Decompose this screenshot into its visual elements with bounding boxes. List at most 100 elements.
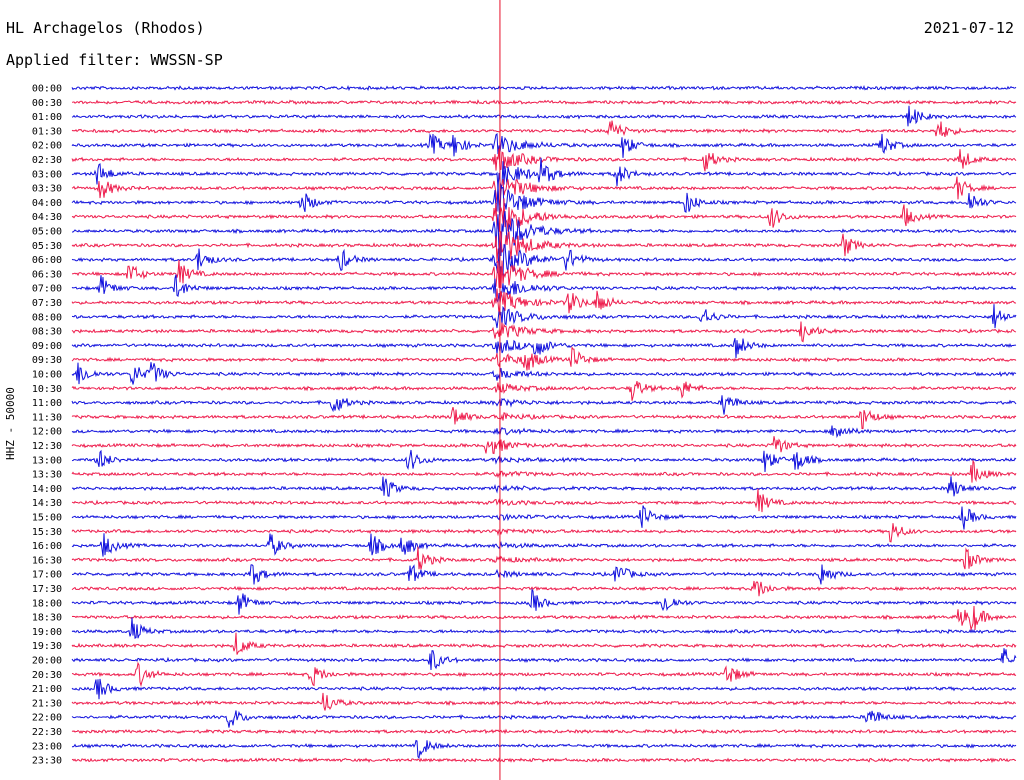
trace-1430 [71, 488, 1017, 513]
time-tick-label: 06:30 [32, 269, 62, 280]
time-tick-label: 23:00 [32, 741, 62, 752]
trace-1930 [71, 632, 1017, 655]
time-tick-label: 13:30 [32, 470, 62, 481]
trace-0900 [71, 337, 1017, 359]
time-tick-label: 09:30 [32, 355, 62, 366]
trace-0400 [71, 183, 1017, 219]
trace-group [71, 84, 1017, 764]
trace-0300 [71, 157, 1017, 189]
time-tick-label: 15:30 [32, 527, 62, 538]
trace-2030 [71, 661, 1017, 688]
trace-0600 [71, 244, 1017, 280]
time-tick-label: 00:30 [32, 98, 62, 109]
time-tick-label: 10:30 [32, 384, 62, 395]
record-date: 2021-07-12 [923, 19, 1014, 37]
trace-2000 [71, 648, 1017, 671]
trace-1900 [71, 617, 1017, 639]
trace-2230 [71, 728, 1017, 735]
trace-1030 [71, 380, 1017, 401]
filter-label: Applied filter: WWSSN-SP [6, 51, 223, 69]
time-tick-label: 21:30 [32, 698, 62, 709]
trace-0530 [71, 230, 1017, 263]
trace-1400 [71, 476, 1017, 497]
time-tick-label: 02:30 [32, 155, 62, 166]
trace-0200 [71, 132, 1017, 158]
time-tick-label: 02:00 [32, 141, 62, 152]
trace-0800 [71, 304, 1017, 329]
time-tick-label: 00:00 [32, 84, 62, 95]
time-tick-label: 17:00 [32, 570, 62, 581]
trace-0730 [71, 288, 1017, 315]
time-tick-label: 06:00 [32, 255, 62, 266]
trace-1200 [71, 425, 1017, 439]
trace-1830 [71, 605, 1017, 632]
trace-1100 [71, 395, 1017, 415]
trace-2100 [71, 678, 1017, 700]
trace-1600 [71, 533, 1017, 557]
time-tick-label: 22:30 [32, 727, 62, 738]
trace-1700 [71, 564, 1017, 585]
trace-2200 [71, 710, 1017, 728]
trace-2130 [71, 692, 1017, 711]
time-tick-label: 16:30 [32, 555, 62, 566]
time-tick-label: 10:00 [32, 370, 62, 381]
time-tick-label: 01:30 [32, 126, 62, 137]
time-tick-label: 14:30 [32, 498, 62, 509]
time-tick-label: 11:30 [32, 412, 62, 423]
time-tick-label: 13:00 [32, 455, 62, 466]
time-tick-label: 04:00 [32, 198, 62, 209]
trace-0830 [71, 321, 1017, 343]
trace-0500 [72, 210, 1017, 257]
trace-1000 [71, 362, 1017, 385]
time-tick-label: 15:00 [32, 513, 62, 524]
time-tick-label: 18:00 [32, 598, 62, 609]
trace-1730 [71, 580, 1017, 597]
trace-0230 [71, 148, 1017, 172]
trace-1300 [71, 449, 1017, 473]
trace-1630 [71, 546, 1017, 570]
time-tick-label: 08:30 [32, 327, 62, 338]
trace-2300 [71, 739, 1017, 760]
time-tick-label: 20:00 [32, 656, 62, 667]
y-axis-label: HHZ - 50000 [4, 387, 17, 460]
time-tick-label: 05:00 [32, 227, 62, 238]
time-tick-label: 07:30 [32, 298, 62, 309]
trace-0000 [71, 84, 1017, 92]
trace-0030 [71, 99, 1017, 106]
time-tick-label: 14:00 [32, 484, 62, 495]
time-tick-label: 11:00 [32, 398, 62, 409]
time-tick-label: 23:30 [32, 756, 62, 767]
trace-1500 [71, 505, 1017, 530]
trace-1330 [71, 459, 1017, 483]
trace-0630 [71, 259, 1017, 289]
time-tick-label: 21:00 [32, 684, 62, 695]
time-tick-label: 19:30 [32, 641, 62, 652]
trace-0130 [71, 120, 1017, 138]
time-tick-label: 22:00 [32, 713, 62, 724]
time-tick-label: 19:00 [32, 627, 62, 638]
time-tick-labels: 00:00 00:30 01:00 01:30 02:00 02:30 03:00 03:30… [32, 84, 62, 767]
time-tick-label: 05:30 [32, 241, 62, 252]
trace-0430 [71, 198, 1017, 232]
time-tick-label: 12:30 [32, 441, 62, 452]
trace-2330 [71, 757, 1016, 764]
trace-0330 [71, 176, 1017, 206]
trace-0700 [71, 274, 1017, 303]
time-tick-label: 03:00 [32, 169, 62, 180]
time-tick-label: 04:30 [32, 212, 62, 223]
station-title: HL Archagelos (Rhodos) [6, 19, 205, 37]
time-tick-label: 12:00 [32, 427, 62, 438]
time-tick-label: 09:00 [32, 341, 62, 352]
time-tick-label: 07:00 [32, 284, 62, 295]
time-tick-label: 17:30 [32, 584, 62, 595]
time-tick-label: 01:00 [32, 112, 62, 123]
time-tick-label: 03:30 [32, 184, 62, 195]
time-tick-label: 08:00 [32, 312, 62, 323]
trace-1130 [71, 406, 1017, 429]
trace-1230 [71, 436, 1017, 455]
time-tick-label: 18:30 [32, 613, 62, 624]
time-tick-label: 20:30 [32, 670, 62, 681]
trace-1800 [71, 588, 1017, 615]
trace-0930 [71, 345, 1017, 371]
